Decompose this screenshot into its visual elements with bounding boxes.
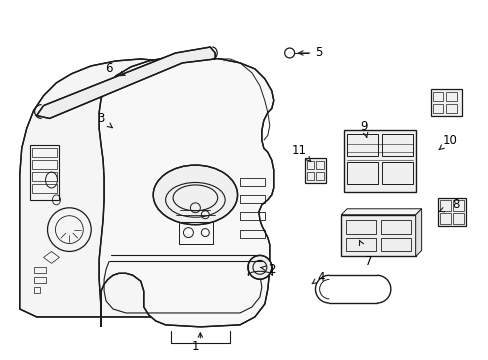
Bar bbox=[446, 104, 456, 113]
Bar bbox=[432, 104, 443, 113]
Bar bbox=[30, 145, 60, 200]
Text: 3: 3 bbox=[97, 112, 104, 125]
Ellipse shape bbox=[153, 165, 237, 225]
Bar bbox=[32, 172, 57, 181]
Bar bbox=[34, 277, 45, 283]
Text: 7: 7 bbox=[365, 255, 372, 268]
Bar bbox=[346, 134, 377, 156]
Bar bbox=[344, 130, 415, 192]
Bar bbox=[240, 230, 264, 238]
Bar bbox=[346, 162, 377, 184]
Bar bbox=[429, 89, 461, 117]
Text: 10: 10 bbox=[442, 134, 457, 147]
Bar bbox=[346, 220, 375, 234]
Bar bbox=[452, 200, 463, 211]
Bar bbox=[316, 172, 324, 180]
Bar bbox=[346, 238, 375, 251]
Bar bbox=[381, 134, 412, 156]
Text: 2: 2 bbox=[267, 263, 275, 276]
Circle shape bbox=[247, 255, 271, 279]
Bar bbox=[32, 148, 57, 157]
Bar bbox=[341, 215, 415, 256]
Polygon shape bbox=[99, 57, 273, 327]
Bar bbox=[381, 162, 412, 184]
Bar bbox=[380, 238, 410, 251]
Polygon shape bbox=[20, 59, 178, 317]
Text: 1: 1 bbox=[191, 340, 199, 353]
Bar bbox=[380, 220, 410, 234]
Bar bbox=[316, 161, 324, 169]
Bar bbox=[440, 213, 450, 224]
Bar bbox=[440, 200, 450, 211]
Bar bbox=[306, 161, 314, 169]
Text: 11: 11 bbox=[291, 144, 306, 157]
Text: 6: 6 bbox=[105, 62, 113, 75]
Bar bbox=[240, 212, 264, 220]
Text: 5: 5 bbox=[315, 46, 322, 59]
Bar bbox=[452, 213, 463, 224]
Polygon shape bbox=[37, 47, 215, 118]
Bar bbox=[240, 195, 264, 203]
Bar bbox=[32, 184, 57, 193]
Bar bbox=[34, 287, 40, 293]
Bar bbox=[438, 198, 466, 226]
Bar bbox=[32, 160, 57, 169]
Polygon shape bbox=[341, 209, 421, 215]
Bar bbox=[178, 222, 213, 243]
Bar bbox=[432, 92, 443, 100]
Bar bbox=[446, 92, 456, 100]
Bar bbox=[34, 267, 45, 273]
Text: 9: 9 bbox=[360, 120, 367, 133]
Bar bbox=[240, 178, 264, 186]
Polygon shape bbox=[415, 209, 421, 256]
Bar bbox=[306, 172, 314, 180]
Text: 8: 8 bbox=[452, 198, 459, 211]
Text: 4: 4 bbox=[317, 271, 325, 284]
Bar bbox=[304, 158, 325, 183]
